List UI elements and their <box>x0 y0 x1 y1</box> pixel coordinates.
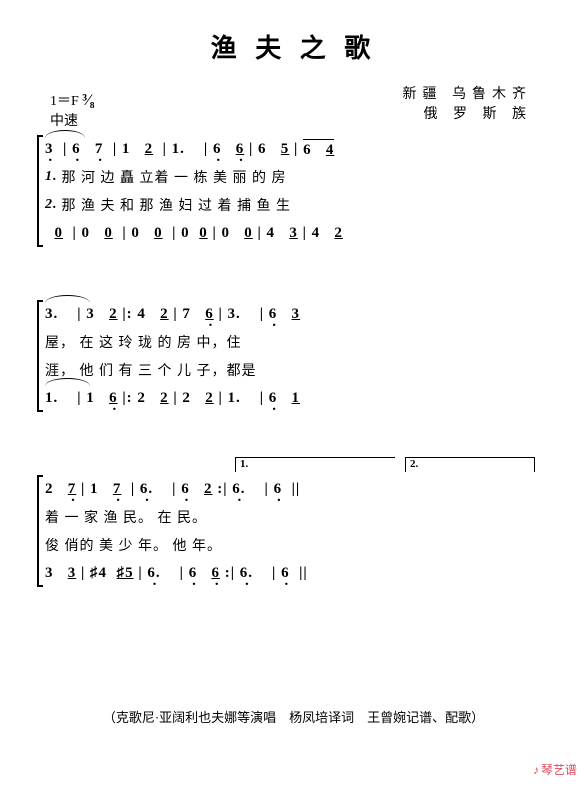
system-1: 3 | 6 7 | 1 2 | 1. | 6 6 | 6 5 | 6 4 1.那… <box>45 135 545 247</box>
origin-line2: 俄 罗 斯 族 <box>403 105 533 125</box>
system-2: 3. | 3 2 |: 4 2 | 7 6 | 3. | 6 3 屋， 在 这 … <box>45 300 545 412</box>
notation-bot-1: 0 | 0 0 | 0 0 | 0 0 | 0 0 | 4 3 | 4 2 <box>45 219 545 247</box>
bracket-left-icon <box>37 300 43 412</box>
meta-left: 1＝F ³⁄₈ 中速 <box>50 90 95 132</box>
meta-right: 新疆 乌鲁木齐 俄 罗 斯 族 <box>403 85 533 124</box>
lyrics-1-verse1: 1.那 河 边 矗 立着 一 栋 美 丽 的 房 <box>45 163 545 191</box>
bracket-left-icon <box>37 475 43 587</box>
time-sig: ³⁄₈ <box>82 92 94 109</box>
tie-icon <box>45 295 90 303</box>
notation-top-1: 3 | 6 7 | 1 2 | 1. | 6 6 | 6 5 | 6 4 <box>45 135 545 163</box>
key-sig: 1＝F <box>50 94 79 109</box>
lyrics-1-verse2: 2.那 渔 夫 和 那 渔 妇 过 着 捕 鱼 生 <box>45 191 545 219</box>
origin-line1: 新疆 乌鲁木齐 <box>403 85 533 105</box>
system-3: 1. 2. 2 7 | 1 7 | 6. | 6 2 :| 6. | 6 || … <box>45 475 545 587</box>
volta-2: 2. <box>405 457 535 472</box>
lyrics-2-verse1: 屋， 在 这 玲 珑 的 房 中，住 <box>45 328 545 356</box>
lyrics-2-verse2: 涯， 他 们 有 三 个 儿 子，都是 <box>45 356 545 384</box>
lyrics-3-verse1: 着 一 家 渔 民。 在 民。 <box>45 503 545 531</box>
score-title: 渔 夫 之 歌 <box>0 0 587 65</box>
credits: （克歌尼·亚阔利也夫娜等演唱 杨凤培译词 王曾婉记谱、配歌） <box>0 707 587 726</box>
tempo: 中速 <box>50 112 95 132</box>
notation-bot-2: 1. | 1 6 |: 2 2 | 2 2 | 1. | 6 1 <box>45 384 545 412</box>
notation-bot-3: 3 3 | ♯4 ♯5 | 6. | 6 6 :| 6. | 6 || <box>45 559 545 587</box>
bracket-left-icon <box>37 135 43 247</box>
lyrics-3-verse2: 俊 俏的 美 少 年。 他 年。 <box>45 531 545 559</box>
volta-1: 1. <box>235 457 395 472</box>
notation-top-2: 3. | 3 2 |: 4 2 | 7 6 | 3. | 6 3 <box>45 300 545 328</box>
notation-top-3: 2 7 | 1 7 | 6. | 6 2 :| 6. | 6 || <box>45 475 545 503</box>
watermark: 琴艺谱 <box>533 761 577 778</box>
